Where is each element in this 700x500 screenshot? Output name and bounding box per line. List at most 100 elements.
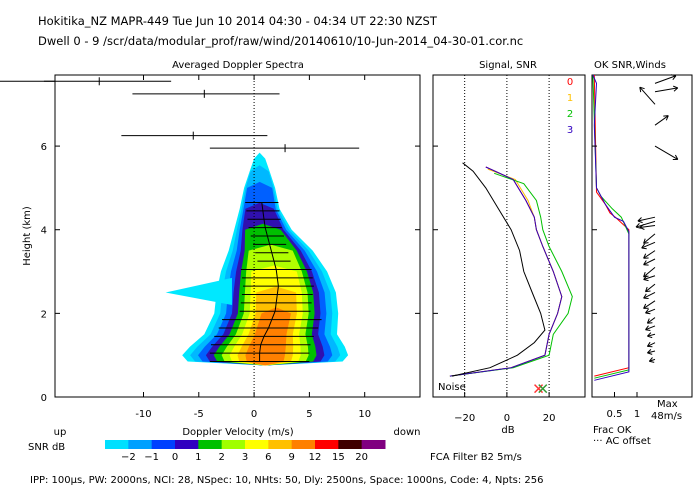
wind-barb-head xyxy=(645,308,651,315)
wind-barb-head xyxy=(670,74,677,81)
wind-barb xyxy=(647,333,656,337)
wind-barb xyxy=(643,266,656,278)
wind-barb xyxy=(649,358,656,362)
wind-barb xyxy=(645,308,656,314)
ac-offset-label: ··· AC offset xyxy=(593,436,651,447)
max-wind-value: 48m/s xyxy=(651,411,682,422)
frac-ok-series-red xyxy=(593,74,630,377)
wind-barb xyxy=(643,300,656,309)
wind-barb-head xyxy=(645,325,651,331)
x-tick-label: -10 xyxy=(135,409,151,420)
header-file-path: Dwell 0 - 9 /scr/data/modular_prof/raw/w… xyxy=(38,34,523,48)
snr-title: Signal, SNR xyxy=(479,60,537,71)
wind-barb-head xyxy=(639,86,645,93)
wind-barb xyxy=(654,115,669,126)
snr-legend-entry: 3 xyxy=(567,125,573,136)
wind-barb xyxy=(647,342,656,347)
wind-barb xyxy=(654,87,678,93)
snr-x-tick-label: 20 xyxy=(543,413,556,424)
colorbar-tick-label: 6 xyxy=(265,452,271,463)
snr-frame xyxy=(432,74,586,398)
wind-barb xyxy=(641,241,656,249)
snr-axis-label: dB xyxy=(501,425,514,436)
wind-barb-head xyxy=(643,260,649,266)
colorbar-swatch xyxy=(151,440,176,449)
wind-barb xyxy=(643,258,656,266)
winds-title: OK SNR,Winds xyxy=(594,60,666,71)
wind-barb-head xyxy=(643,238,649,244)
snr-series-0 xyxy=(449,166,563,377)
colorbar-swatch xyxy=(291,440,316,449)
x-tick-label: 10 xyxy=(358,409,371,420)
colorbar-tick-label: 1 xyxy=(195,452,201,463)
colorbar-label: SNR dB xyxy=(28,442,65,453)
frac-ok-label: Frac OK xyxy=(593,425,632,436)
axis-end-up-label: up xyxy=(54,427,67,438)
colorbar-swatch xyxy=(315,440,339,449)
spectra-sidelobe xyxy=(165,277,232,305)
y-tick-label: 6 xyxy=(41,142,47,153)
wind-barb-head xyxy=(643,275,649,282)
signal-snr-panel: Signal, SNR −20 0 20 dB Noise 0 1 2 3 xyxy=(432,60,586,436)
colorbar-tick-label: 9 xyxy=(288,452,294,463)
colorbar-swatch xyxy=(105,440,129,449)
snr-series-2 xyxy=(449,172,573,377)
wind-barb xyxy=(645,283,656,293)
wind-barb-head xyxy=(641,243,647,250)
wind-barb xyxy=(637,216,656,222)
wind-barb xyxy=(639,86,656,105)
wind-barb xyxy=(643,250,656,259)
colorbar-tick-label: 12 xyxy=(309,452,322,463)
header-title: Hokitika_NZ MAPR-449 Tue Jun 10 2014 04:… xyxy=(38,14,438,28)
colorbar-swatch xyxy=(268,440,293,449)
colorbar-swatch xyxy=(338,440,363,449)
snr-legend-entry: 2 xyxy=(567,109,573,120)
wind-barb xyxy=(645,325,656,331)
snr-legend-entry: 1 xyxy=(567,93,573,104)
wind-barb xyxy=(643,292,656,299)
colorbar-tick-label: −1 xyxy=(144,452,159,463)
wind-barb-head xyxy=(637,217,643,224)
snr-series-3 xyxy=(449,166,563,377)
axis-end-down-label: down xyxy=(394,427,421,438)
wind-barb-head xyxy=(663,115,669,121)
wind-barb-head xyxy=(647,332,653,339)
filter-label: FCA Filter B2 5m/s xyxy=(430,452,522,463)
colorbar-tick-label: 15 xyxy=(332,452,345,463)
wind-barb xyxy=(654,145,679,160)
snr-series-signal xyxy=(451,162,546,377)
wind-barb xyxy=(647,317,656,324)
max-label: Max xyxy=(657,399,678,410)
wind-barb-head xyxy=(643,253,649,259)
wind-barb xyxy=(635,220,656,228)
wind-barb xyxy=(647,350,656,354)
noise-x-marker xyxy=(534,384,544,394)
colorbar-swatch xyxy=(128,440,153,449)
x-tick-label: 5 xyxy=(306,409,312,420)
wind-barb-head xyxy=(672,154,679,160)
colorbar-swatch xyxy=(198,440,223,449)
wind-barb-head xyxy=(639,224,645,230)
frac-x-tick-label: 1 xyxy=(634,409,640,420)
colorbar-tick-label: 20 xyxy=(355,452,368,463)
wind-barb-head xyxy=(646,318,653,324)
snr-legend: 0 1 2 3 xyxy=(567,77,573,136)
y-tick-label: 2 xyxy=(41,309,47,320)
wind-barb xyxy=(643,275,656,281)
x-tick-label: 0 xyxy=(251,409,257,420)
x-tick-label: -5 xyxy=(194,409,204,420)
wind-barb xyxy=(643,233,656,244)
noise-label: Noise xyxy=(438,382,466,393)
mean-velocity-trace xyxy=(259,202,279,362)
wind-barb xyxy=(639,225,656,228)
wind-barb-head xyxy=(645,286,651,293)
colorbar-swatch xyxy=(245,440,269,449)
frac-x-tick-label: 0.5 xyxy=(607,409,623,420)
snr-legend-entry: 0 xyxy=(567,77,573,88)
colorbar-tick-label: −2 xyxy=(121,452,136,463)
snr-x-tick-label: 0 xyxy=(504,413,510,424)
wind-barb-head xyxy=(648,357,655,363)
colorbar-tick-label: 2 xyxy=(218,452,224,463)
velocity-axis-label: Doppler Velocity (m/s) xyxy=(182,427,293,438)
